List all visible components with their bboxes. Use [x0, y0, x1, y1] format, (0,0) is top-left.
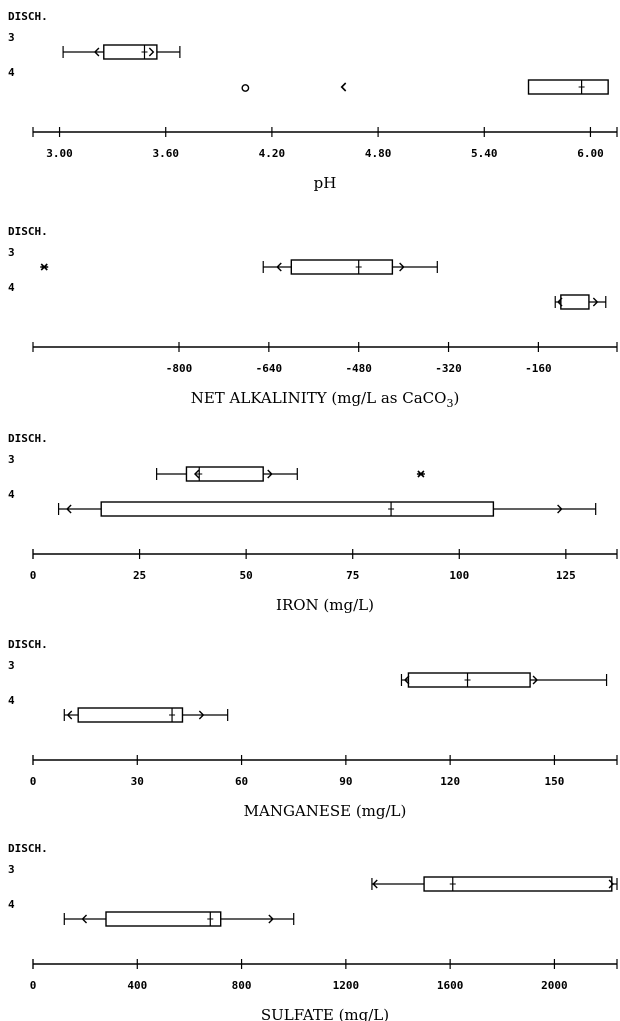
category-label: 3 [8, 863, 15, 876]
x-tick-label: -160 [525, 362, 552, 375]
x-tick-label: -320 [435, 362, 462, 375]
x-tick-label: -640 [256, 362, 283, 375]
upper-arrow [198, 710, 205, 720]
lower-arrow [557, 297, 563, 307]
upper-arrow [557, 504, 563, 514]
box [185, 466, 264, 482]
row-header: DISCH. [8, 225, 48, 238]
upper-arrow [592, 297, 599, 307]
category-label: 4 [8, 488, 15, 501]
x-axis-label-subscript: 3 [446, 397, 453, 410]
x-axis-label: NET ALKALINITY (mg/L as CaCO3) [191, 389, 460, 410]
category-label: 4 [8, 694, 15, 707]
category-label: 3 [8, 246, 15, 259]
upper-arrow [399, 262, 405, 272]
category-label: 4 [8, 898, 15, 911]
row-header: DISCH. [8, 432, 48, 445]
x-tick-label: 25 [133, 569, 146, 582]
category-label: 3 [8, 453, 15, 466]
x-tick-label: 400 [127, 979, 147, 992]
x-tick-label: -800 [166, 362, 193, 375]
lower-arrow [93, 47, 100, 57]
upper-arrow [608, 879, 615, 889]
x-axis-label-main: SULFATE (mg/L) [261, 1006, 389, 1021]
x-tick-label: 800 [232, 979, 252, 992]
x-tick-label: 75 [346, 569, 359, 582]
chart-panel-2: DISCH. 3 4 -800 -640 -480 -320 -160 NET ALKALINI… [8, 225, 618, 410]
x-axis-label-main: pH [314, 174, 337, 192]
upper-arrow [268, 914, 274, 924]
box [423, 876, 613, 892]
row-header: DISCH. [8, 842, 48, 855]
category-label: 3 [8, 659, 15, 672]
x-tick-label: 100 [449, 569, 469, 582]
outlier-circle [241, 84, 250, 92]
chart-panel-3: DISCH. 3 4 0 25 50 75 100 125 IRON (mg/L) [8, 432, 618, 614]
chart-panel-1: DISCH. 3 4 3.00 3.60 4.20 4.80 5.40 6.00 pH [8, 10, 618, 192]
x-tick-label: 2000 [541, 979, 568, 992]
x-tick-label: 4.20 [259, 147, 286, 160]
row-header: DISCH. [8, 10, 48, 23]
lower-arrow [81, 914, 88, 924]
category-label: 4 [8, 281, 15, 294]
upper-arrow [267, 469, 273, 479]
x-axis-label: pH [314, 174, 337, 192]
x-tick-label: 30 [131, 775, 144, 788]
x-tick-label: 1600 [437, 979, 464, 992]
lower-arrow [66, 710, 73, 720]
box [527, 79, 609, 95]
x-tick-label: 1200 [333, 979, 360, 992]
x-tick-label: -480 [345, 362, 372, 375]
x-axis-label-main: NET ALKALINITY (mg/L as CaCO [191, 389, 447, 407]
x-tick-label: 125 [556, 569, 576, 582]
x-tick-label: 120 [440, 775, 460, 788]
x-axis-label-main: IRON (mg/L) [276, 596, 374, 614]
x-tick-label: 150 [544, 775, 564, 788]
upper-arrow [148, 47, 155, 57]
lower-arrow [66, 504, 72, 514]
x-tick-label: 3.60 [152, 147, 179, 160]
row-header: DISCH. [8, 638, 48, 651]
lower-arrow [276, 262, 282, 272]
lower-arrow [372, 879, 378, 889]
box [103, 44, 158, 60]
chart-panel-4: DISCH. 3 4 0 30 60 90 120 150 MANGANESE (mg/L) [8, 638, 618, 820]
x-tick-label: 60 [235, 775, 248, 788]
box [560, 294, 590, 310]
upper-arrow [532, 675, 539, 685]
box [105, 911, 222, 927]
lower-arrow [403, 675, 410, 685]
x-tick-label: 3.00 [46, 147, 73, 160]
outlier-arrow [340, 82, 347, 92]
x-axis-label: IRON (mg/L) [276, 596, 374, 614]
x-tick-label: 90 [339, 775, 352, 788]
box [77, 707, 184, 723]
x-tick-label: 50 [240, 569, 253, 582]
outlier-star [416, 470, 425, 478]
x-axis-label-end: ) [453, 389, 459, 407]
box [100, 501, 495, 517]
x-axis-label: MANGANESE (mg/L) [244, 802, 407, 820]
category-label: 3 [8, 31, 15, 44]
chart-panel-5: DISCH. 3 4 0 400 800 1200 1600 2000 SULFATE (mg/L… [8, 842, 618, 1021]
x-tick-label: 6.00 [577, 147, 604, 160]
category-label: 4 [8, 66, 15, 79]
x-tick-label: 0 [30, 775, 37, 788]
lower-arrow [193, 469, 200, 479]
x-axis-label-main: MANGANESE (mg/L) [244, 802, 407, 820]
x-tick-label: 0 [30, 569, 37, 582]
outlier-star [40, 263, 49, 271]
x-axis-label: SULFATE (mg/L) [261, 1006, 389, 1021]
x-tick-label: 0 [30, 979, 37, 992]
x-tick-label: 5.40 [471, 147, 498, 160]
box [290, 259, 394, 275]
x-tick-label: 4.80 [365, 147, 392, 160]
